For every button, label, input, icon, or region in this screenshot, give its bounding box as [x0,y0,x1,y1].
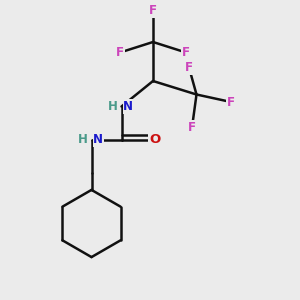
Text: F: F [149,4,157,17]
Text: N: N [123,100,133,113]
Text: H: H [78,133,88,146]
Text: H: H [108,100,118,113]
Text: F: F [182,46,190,59]
Text: F: F [116,46,124,59]
Text: F: F [185,61,193,74]
Text: F: F [227,95,235,109]
Text: N: N [93,133,103,146]
Text: F: F [188,121,196,134]
Text: O: O [149,133,160,146]
